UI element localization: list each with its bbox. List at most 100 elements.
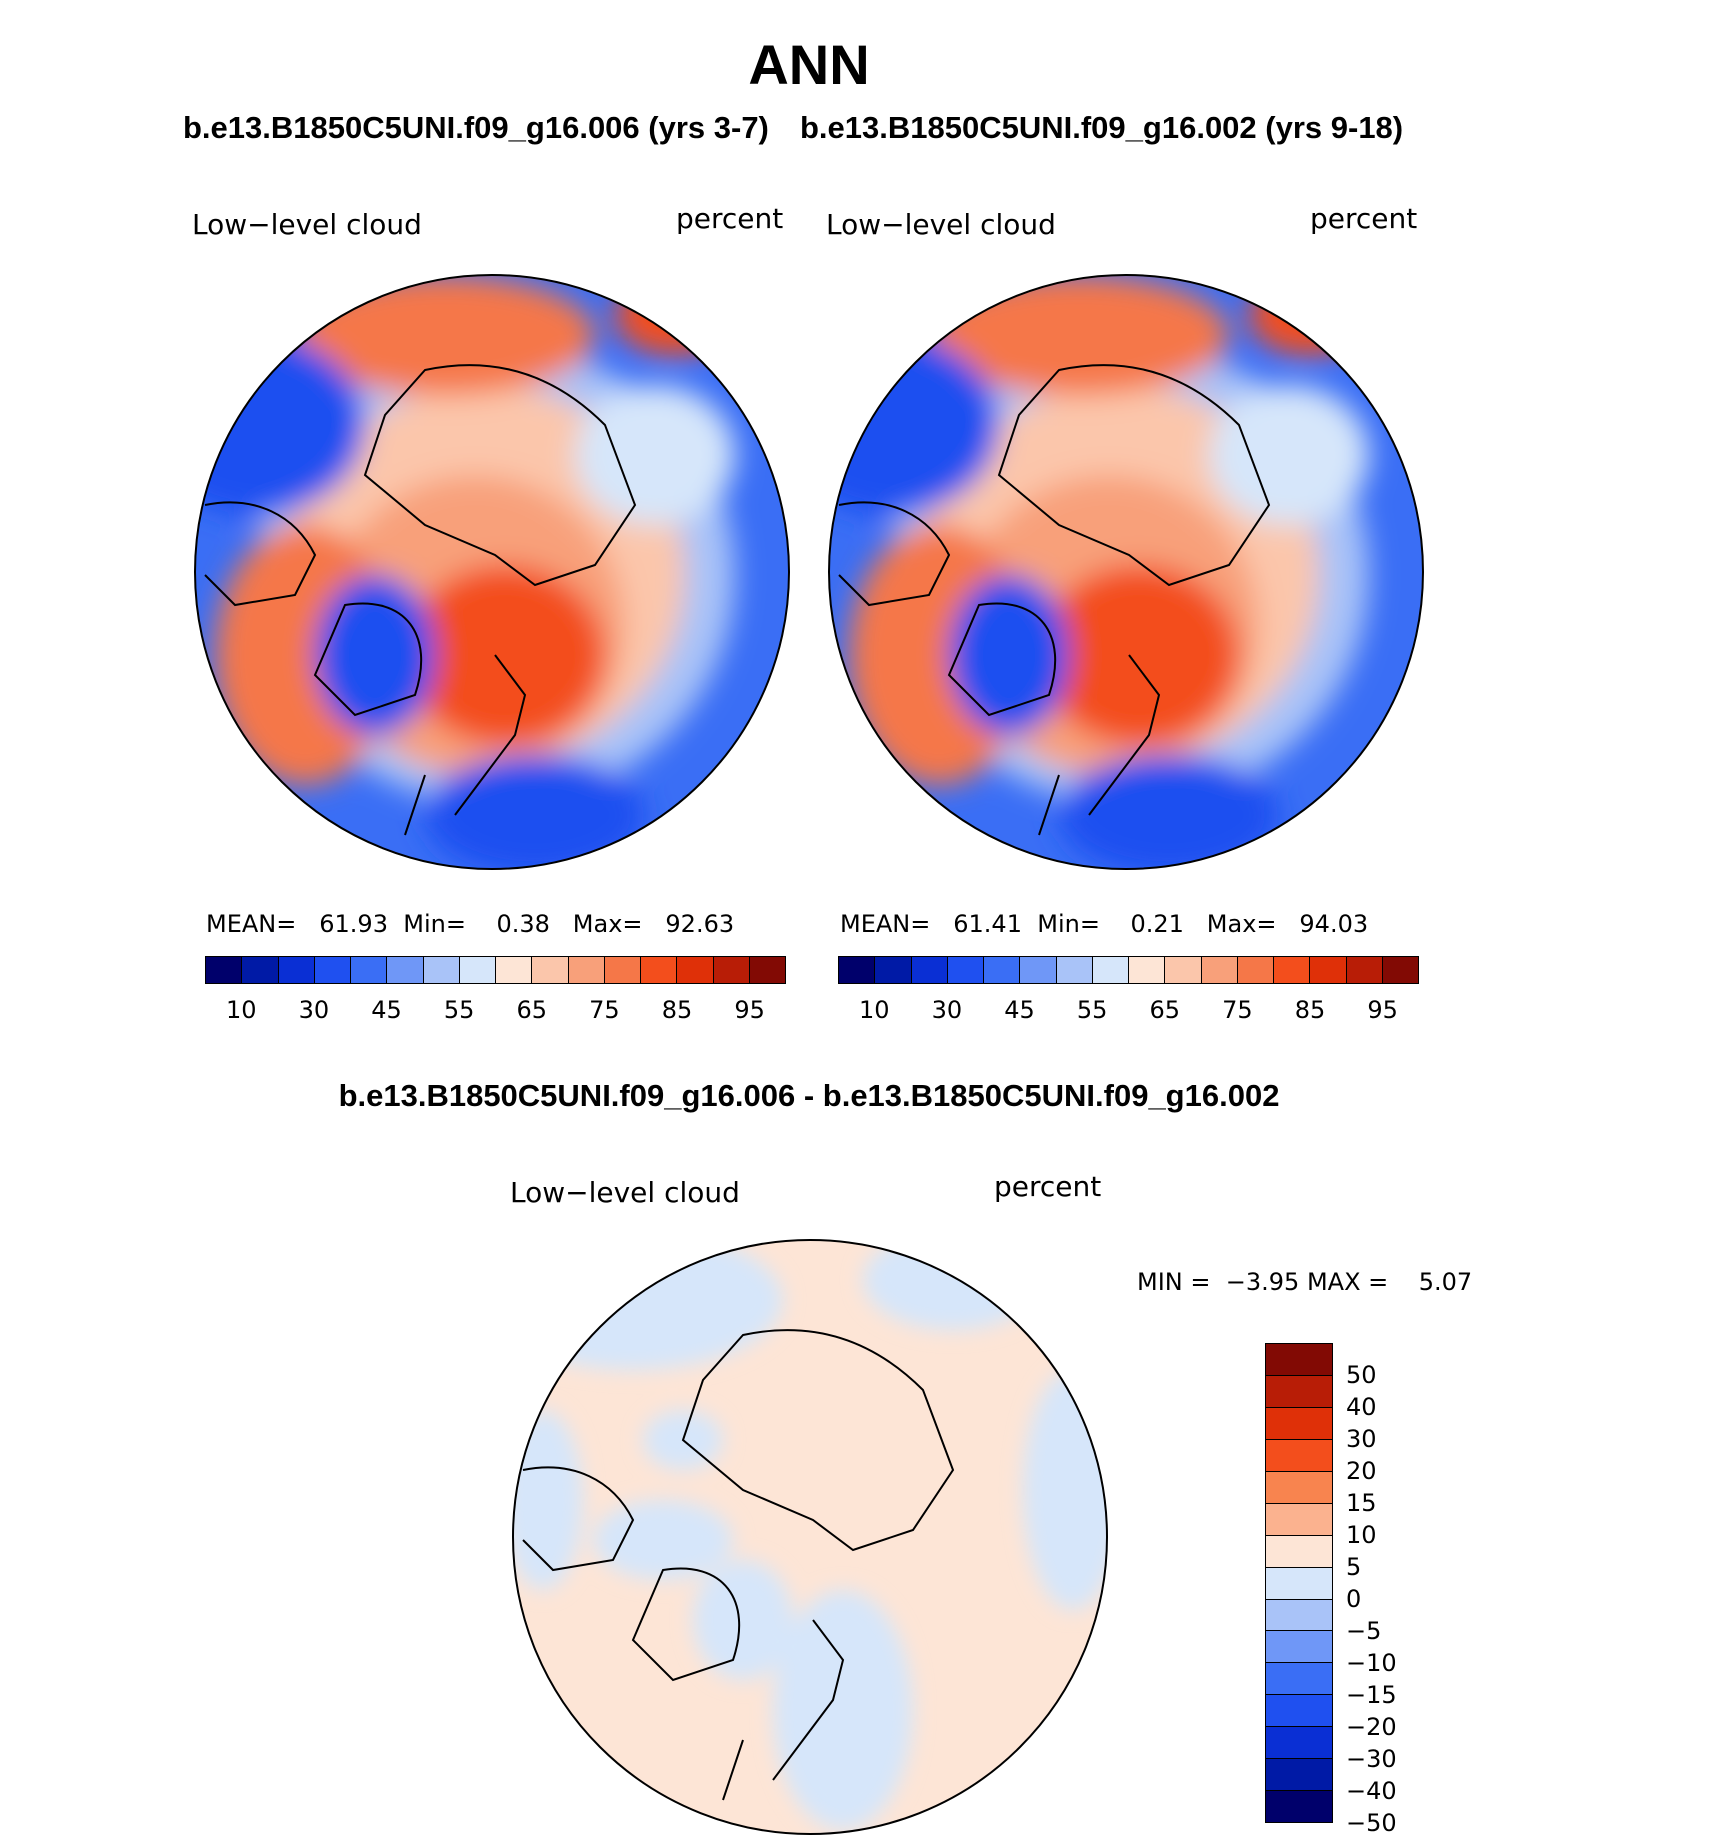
diff-coastline-greenland xyxy=(631,1567,741,1682)
panel2-colorbar-box xyxy=(1274,957,1311,983)
panel1-colorbar-tick-label: 55 xyxy=(443,996,475,1024)
panel2-colorbar-box xyxy=(1056,957,1093,983)
panel1-stats: MEAN= 61.93 Min= 0.38 Max= 92.63 xyxy=(206,910,735,938)
diff-coastline-alaska xyxy=(522,1466,635,1572)
diff-colorbar-box xyxy=(1266,1535,1332,1568)
panel2-coastline-europe xyxy=(1038,654,1161,836)
diff-colorbar-tick-label: −5 xyxy=(1346,1617,1382,1645)
diff-colorbar-box xyxy=(1266,1695,1332,1728)
panel2-colorbar-box xyxy=(1310,957,1347,983)
panel1-colorbar-box xyxy=(532,957,569,983)
diff-colorbar-tick-label: 0 xyxy=(1346,1585,1362,1613)
panel2-colorbar-tick-label: 85 xyxy=(1294,996,1326,1024)
panel1-coastline-greenland xyxy=(313,602,423,717)
panel1-colorbar-box xyxy=(568,957,605,983)
panel1-colorbar-tick-label: 85 xyxy=(661,996,693,1024)
diff-colorbar-tick-label: 40 xyxy=(1346,1393,1377,1421)
panel2-coastline-alaska xyxy=(838,501,951,607)
diff-colorbar-tick-label: −10 xyxy=(1346,1648,1397,1677)
panel1-colorbar-box xyxy=(641,957,678,983)
panel1-colorbar-box xyxy=(713,957,750,983)
panel1-colorbar-box xyxy=(677,957,714,983)
panel2-colorbar-tick-label: 75 xyxy=(1222,996,1253,1024)
panel1-map-border xyxy=(194,274,790,870)
diff-colorbar-box xyxy=(1266,1567,1332,1600)
diff-colorbar-tick-label: 10 xyxy=(1346,1521,1377,1549)
panel1-colorbar-tick-label: 95 xyxy=(734,996,765,1024)
panel1-colorbar-labels: 10 30 45 55 65 75 85 95 xyxy=(205,996,786,1026)
diff-colorbar-box xyxy=(1266,1439,1332,1472)
diff-colorbar-tick-label: −50 xyxy=(1346,1809,1397,1837)
panel1-colorbar-box xyxy=(206,957,243,983)
panel2-colorbar-box xyxy=(1020,957,1057,983)
diff-colorbar-box xyxy=(1266,1791,1332,1823)
panel2-coastline-arctic xyxy=(997,364,1271,587)
panel2-colorbar-box xyxy=(947,957,984,983)
diff-map-border xyxy=(512,1239,1108,1835)
diff-colorbar-tick-label: 15 xyxy=(1346,1488,1377,1517)
panel2-colorbar-box xyxy=(875,957,912,983)
panel1-colorbar-box xyxy=(351,957,388,983)
panel1-colorbar xyxy=(205,956,786,984)
panel1-coastline-arctic xyxy=(363,364,637,587)
panel1-colorbar-box xyxy=(278,957,315,983)
diff-colorbar-tick-label: −40 xyxy=(1346,1777,1397,1805)
panel1-units-label: percent xyxy=(676,202,784,235)
panel2-colorbar-box xyxy=(1092,957,1129,983)
diff-colorbar-tick-label: −30 xyxy=(1346,1745,1397,1773)
panel1-variable-label: Low−level cloud xyxy=(192,208,422,241)
panel2-variable-label: Low−level cloud xyxy=(826,208,1056,241)
panel2-colorbar-labels: 10 30 45 55 65 75 85 95 xyxy=(838,996,1419,1026)
panel2-colorbar-box xyxy=(1382,957,1418,983)
diff-colorbar-box xyxy=(1266,1471,1332,1504)
diff-colorbar-box xyxy=(1266,1663,1332,1696)
panel2-colorbar-box xyxy=(1201,957,1238,983)
diff-colorbar-tick-label: 20 xyxy=(1346,1457,1377,1485)
panel1-colorbar-box xyxy=(459,957,496,983)
panel1-coastline-europe xyxy=(404,654,527,836)
panel1-colorbar-box xyxy=(314,957,351,983)
panel1-colorbar-box xyxy=(496,957,533,983)
panel2-colorbar-box xyxy=(1237,957,1274,983)
diff-colorbar-labels: 50 40 30 20 15 10 5 0 −5 −10 −15 −20 −30 −40 −50 xyxy=(1346,1343,1426,1837)
difference-title: b.e13.B1850C5UNI.f09_g16.006 - b.e13.B18… xyxy=(338,1078,1280,1113)
panel1-colorbar-box xyxy=(423,957,460,983)
diff-colorbar-box xyxy=(1266,1503,1332,1536)
panel2-colorbar-box xyxy=(1129,957,1166,983)
panel2-colorbar-box xyxy=(911,957,948,983)
panel2-colorbar-tick-label: 30 xyxy=(931,996,963,1024)
panel1-coastline-alaska xyxy=(204,501,317,607)
panel2-colorbar-tick-label: 10 xyxy=(859,996,890,1024)
subtitle-case-1: b.e13.B1850C5UNI.f09_g16.006 (yrs 3-7) xyxy=(183,110,769,145)
diff-colorbar xyxy=(1265,1343,1333,1823)
diff-colorbar-box xyxy=(1266,1631,1332,1664)
diff-stats: MIN = −3.95 MAX = 5.07 xyxy=(1137,1268,1473,1296)
panel2-colorbar-tick-label: 45 xyxy=(1004,996,1035,1024)
panel1-colorbar-tick-label: 10 xyxy=(226,996,257,1024)
panel1-colorbar-tick-label: 75 xyxy=(589,996,620,1024)
panel1-polar-map xyxy=(194,274,790,870)
diff-coastline-europe xyxy=(722,1619,845,1801)
subtitle-case-2: b.e13.B1850C5UNI.f09_g16.002 (yrs 9-18) xyxy=(800,110,1404,145)
diff-colorbar-box xyxy=(1266,1344,1332,1376)
diff-colorbar-box xyxy=(1266,1599,1332,1632)
diff-colorbar-box xyxy=(1266,1727,1332,1760)
panel2-colorbar-box xyxy=(1346,957,1383,983)
diff-colorbar-box xyxy=(1266,1407,1332,1440)
diff-colorbar-tick-label: −15 xyxy=(1346,1681,1397,1709)
panel2-colorbar-box xyxy=(839,957,876,983)
panel1-colorbar-box xyxy=(387,957,424,983)
panel2-colorbar-box xyxy=(984,957,1021,983)
main-title: ANN xyxy=(748,33,870,96)
panel2-colorbar-tick-label: 55 xyxy=(1076,996,1108,1024)
diff-variable-label: Low−level cloud xyxy=(510,1176,740,1209)
panel2-map-border xyxy=(828,274,1424,870)
panel1-colorbar-tick-label: 65 xyxy=(516,996,548,1024)
diff-colorbar-tick-label: −20 xyxy=(1346,1713,1397,1741)
panel1-colorbar-tick-label: 45 xyxy=(371,996,402,1024)
panel2-colorbar-box xyxy=(1165,957,1202,983)
panel2-colorbar-tick-label: 95 xyxy=(1367,996,1398,1024)
panel2-polar-map xyxy=(828,274,1424,870)
panel1-colorbar-tick-label: 30 xyxy=(298,996,330,1024)
panel1-colorbar-box xyxy=(604,957,641,983)
